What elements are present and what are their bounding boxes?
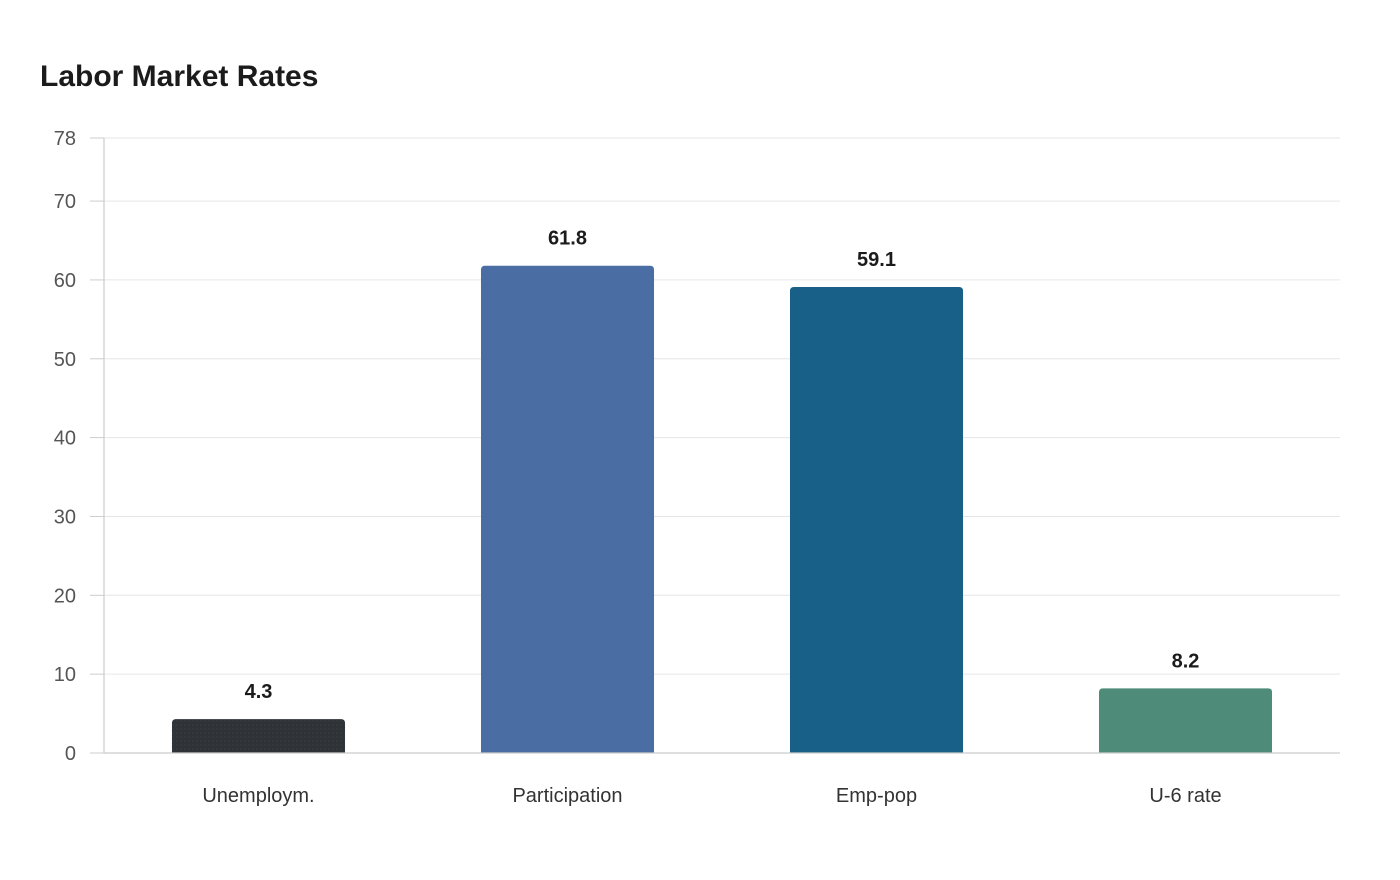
labels: 0 10 20 30 40 50 60 70 78 4.3 Unemploym. 61.8 Partic… [54,128,1222,807]
bar-value-label: 59.1 [857,249,896,271]
bar [480,265,655,753]
bar-texture [171,719,346,753]
x-category-label: Participation [512,785,622,807]
x-category-label: U-6 rate [1149,785,1221,807]
bars [171,265,1273,753]
y-tick-label: 40 [54,428,76,450]
gridlines [104,137,1340,675]
x-category-label: Emp-pop [836,785,917,807]
y-tick-label: 0 [65,743,76,765]
y-tick-label: 30 [54,506,76,528]
y-tick-label: 20 [54,585,76,607]
bar-value-label: 61.8 [548,228,587,250]
bar-value-label: 4.3 [245,681,273,703]
chart-title: Labor Market Rates [40,60,319,93]
bar [1098,688,1273,753]
y-tick-label: 70 [54,191,76,213]
y-tick-label: 78 [54,128,76,150]
y-tick-label: 50 [54,349,76,371]
x-category-label: Unemploym. [202,785,314,807]
bar-value-label: 8.2 [1172,650,1200,672]
axes [90,137,1340,754]
bar [789,287,964,753]
y-tick-label: 60 [54,270,76,292]
y-tick-label: 10 [54,664,76,686]
